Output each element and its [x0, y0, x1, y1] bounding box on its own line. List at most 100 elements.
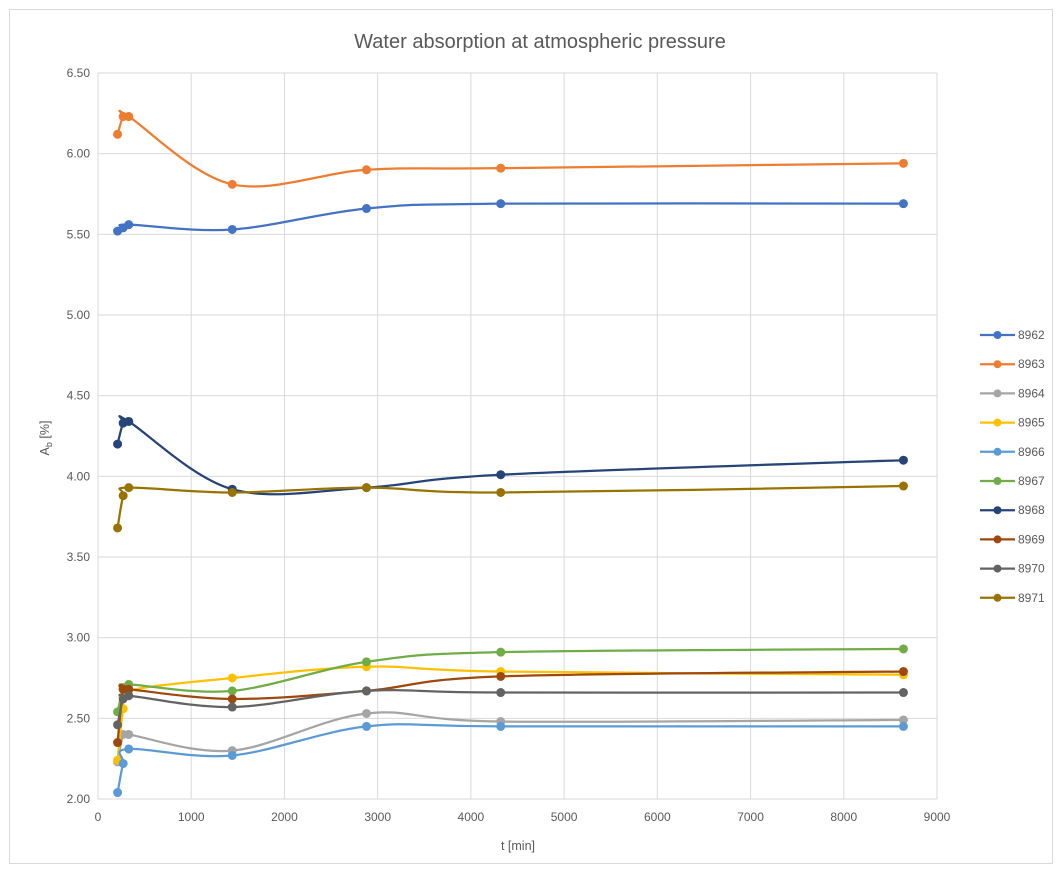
- y-tick-label: 3.00: [67, 631, 91, 645]
- legend-label: 8963: [1018, 357, 1045, 371]
- legend-swatch-marker: [993, 331, 1002, 339]
- data-point: [898, 721, 908, 731]
- legend-label: 8962: [1018, 328, 1045, 342]
- legend-swatch-marker: [993, 564, 1002, 573]
- x-tick-label: 4000: [458, 810, 485, 824]
- data-point: [227, 686, 237, 696]
- data-point: [124, 729, 134, 739]
- legend-label: 8964: [1018, 386, 1045, 400]
- legend-swatch-marker: [993, 477, 1002, 485]
- data-point: [898, 688, 908, 698]
- y-tick-label: 2.50: [67, 711, 91, 725]
- data-point: [496, 163, 506, 173]
- legend-item-8966: 8966: [980, 445, 1045, 459]
- x-tick-label: 1000: [178, 810, 205, 824]
- x-tick-label: 9000: [924, 810, 951, 824]
- legend-label: 8970: [1018, 562, 1045, 576]
- data-point: [113, 439, 123, 449]
- data-point: [124, 691, 134, 701]
- y-tick-label: 3.50: [67, 550, 91, 564]
- data-point: [898, 644, 908, 654]
- legend-label: 8967: [1018, 474, 1045, 488]
- data-point: [118, 759, 128, 769]
- data-point: [496, 199, 506, 209]
- data-point: [227, 673, 237, 683]
- data-point: [113, 129, 123, 139]
- data-point: [124, 483, 134, 493]
- data-point: [496, 721, 506, 731]
- data-point: [898, 667, 908, 677]
- data-point: [113, 738, 123, 748]
- legend-swatch-marker: [993, 535, 1002, 544]
- y-axis-title-subscript: b: [44, 442, 54, 447]
- series-line-8969: [116, 670, 904, 743]
- series-8962: [113, 199, 908, 236]
- data-point: [361, 657, 371, 667]
- series-8963: [113, 109, 908, 189]
- data-point: [124, 220, 134, 230]
- data-point: [124, 416, 134, 426]
- data-point: [227, 224, 237, 234]
- data-point: [496, 470, 506, 480]
- series-lines: [113, 109, 908, 798]
- legend-label: 8969: [1018, 532, 1045, 546]
- data-point: [227, 694, 237, 704]
- y-axis-title: Ab [%]: [38, 421, 54, 456]
- legend-swatch-marker: [993, 360, 1002, 369]
- legend-swatch-marker: [993, 389, 1002, 398]
- y-tick-label: 4.50: [67, 389, 91, 403]
- legend-item-8965: 8965: [980, 416, 1045, 430]
- data-point: [227, 179, 237, 189]
- x-tick-label: 0: [95, 810, 102, 824]
- y-tick-label: 5.50: [67, 227, 91, 241]
- x-axis-title: t [min]: [501, 839, 535, 853]
- legend-swatch-marker: [993, 593, 1002, 602]
- legend-item-8967: 8967: [980, 474, 1045, 488]
- data-point: [227, 702, 237, 712]
- legend-label: 8968: [1018, 503, 1045, 517]
- legend-item-8969: 8969: [980, 532, 1045, 546]
- x-tick-label: 5000: [551, 810, 578, 824]
- data-point: [361, 165, 371, 175]
- series-8966: [113, 721, 908, 798]
- x-tick-label: 3000: [364, 810, 391, 824]
- data-point: [496, 487, 506, 497]
- legend-label: 8971: [1018, 591, 1045, 605]
- data-point: [227, 487, 237, 497]
- data-point: [898, 158, 908, 168]
- series-line-8971: [116, 484, 904, 529]
- legend-item-8962: 8962: [980, 328, 1045, 342]
- series-line-8966: [116, 723, 904, 793]
- data-point: [361, 686, 371, 696]
- data-point: [124, 112, 134, 122]
- x-tick-label: 8000: [830, 810, 857, 824]
- legend: 8962 8963 8964 8965 8966 8967 8968 8969 8970 8971: [980, 328, 1045, 605]
- data-point: [898, 481, 908, 491]
- x-tick-label: 2000: [271, 810, 298, 824]
- data-point: [113, 523, 123, 533]
- legend-item-8968: 8968: [980, 503, 1045, 517]
- series-line-8968: [116, 415, 904, 496]
- legend-swatch-marker: [993, 418, 1002, 427]
- data-point: [113, 788, 123, 798]
- series-line-8963: [116, 109, 904, 188]
- y-axis-title-main: A: [38, 446, 52, 455]
- y-axis-title-unit: [%]: [38, 421, 52, 443]
- data-point: [361, 204, 371, 214]
- legend-swatch-marker: [993, 506, 1002, 515]
- data-point: [496, 647, 506, 657]
- series-8970: [113, 686, 908, 730]
- legend-item-8964: 8964: [980, 386, 1045, 400]
- data-point: [898, 455, 908, 465]
- y-tick-label: 5.00: [67, 308, 91, 322]
- gridlines: [97, 72, 938, 800]
- data-point: [361, 721, 371, 731]
- series-8968: [113, 415, 908, 496]
- data-point: [496, 688, 506, 698]
- data-point: [361, 708, 371, 718]
- x-tick-label: 7000: [737, 810, 764, 824]
- legend-item-8970: 8970: [980, 562, 1045, 576]
- y-tick-label: 4.00: [67, 469, 91, 483]
- chart-title: Water absorption at atmospheric pressure: [354, 31, 726, 53]
